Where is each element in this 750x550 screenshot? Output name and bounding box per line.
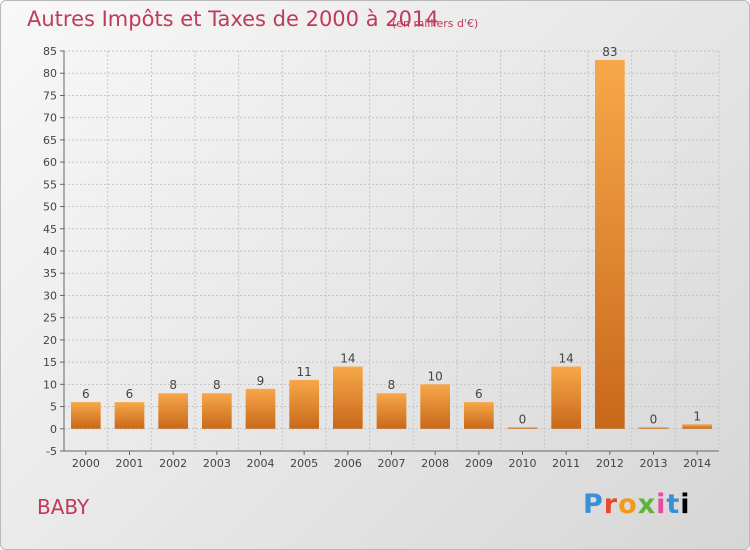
bar-value-label: 8 [169,378,177,392]
bar-value-label: 10 [428,369,443,383]
x-tick-label: 2006 [334,457,362,470]
y-tick-label: 45 [43,223,57,236]
bar-value-label: 83 [602,45,617,59]
x-tick-label: 2003 [203,457,231,470]
y-tick-label: 80 [43,67,57,80]
y-tick-label: 50 [43,201,57,214]
logo-letter: r [603,489,619,520]
bar-value-label: 8 [388,378,396,392]
chart-title: Autres Impôts et Taxes de 2000 à 2014 [27,7,439,31]
bar [289,379,320,429]
y-tick-label: 75 [43,89,57,102]
bar-value-label: 6 [475,387,483,401]
x-tick-label: 2009 [465,457,493,470]
logo-letter: o [618,489,638,520]
x-tick-label: 2010 [509,457,537,470]
x-tick-label: 2013 [640,457,668,470]
bar [463,402,494,429]
logo-letter: x [637,489,657,520]
logo-letter: i [680,489,691,520]
place-name: BABY [37,495,90,519]
x-tick-label: 2008 [421,457,449,470]
x-tick-label: 2000 [72,457,100,470]
x-tick-label: 2014 [683,457,711,470]
logo-letter: P [583,489,604,520]
chart-unit-label: (en milliers d'€) [392,17,479,30]
bar [682,424,713,429]
logo-letter: t [666,489,681,520]
y-tick-label: 5 [50,401,57,414]
y-tick-label: 60 [43,156,57,169]
labels: -505101520253035404550556065707580856200… [43,45,711,470]
bar [201,393,232,429]
y-tick-label: 70 [43,112,57,125]
y-tick-label: 20 [43,334,57,347]
bar [114,402,145,429]
y-tick-label: 55 [43,178,57,191]
y-tick-label: 10 [43,378,57,391]
y-tick-label: 85 [43,45,57,58]
x-tick-label: 2012 [596,457,624,470]
bar-value-label: 14 [559,352,574,366]
bar [245,388,276,429]
x-tick-label: 2007 [378,457,406,470]
bar [376,393,407,429]
bar [158,393,189,429]
bar-value-label: 6 [126,387,134,401]
bar-value-label: 9 [257,374,265,388]
y-tick-label: 30 [43,289,57,302]
y-tick-label: 15 [43,356,57,369]
logo-letter: i [656,489,667,520]
x-tick-label: 2005 [290,457,318,470]
x-tick-label: 2011 [552,457,580,470]
bar [638,427,669,429]
y-tick-label: 40 [43,245,57,258]
bar [332,366,363,429]
bar-value-label: 14 [340,352,355,366]
bar-value-label: 0 [650,412,658,426]
bar [551,366,582,429]
y-tick-label: -5 [46,445,57,458]
y-tick-label: 0 [50,423,57,436]
bar [70,402,101,429]
y-tick-label: 35 [43,267,57,280]
bar-value-label: 1 [693,409,701,423]
bar [507,427,538,429]
bar-value-label: 0 [519,412,527,426]
bar [594,59,625,429]
bar-value-label: 11 [297,365,312,379]
bar-value-label: 8 [213,378,221,392]
y-tick-label: 65 [43,134,57,147]
proxiti-logo: Proxiti [583,489,691,520]
x-tick-label: 2001 [116,457,144,470]
y-tick-label: 25 [43,312,57,325]
axes [60,50,719,455]
x-tick-label: 2004 [247,457,275,470]
bar [420,384,451,429]
x-tick-label: 2002 [159,457,187,470]
bars [70,59,713,429]
bar-value-label: 6 [82,387,90,401]
